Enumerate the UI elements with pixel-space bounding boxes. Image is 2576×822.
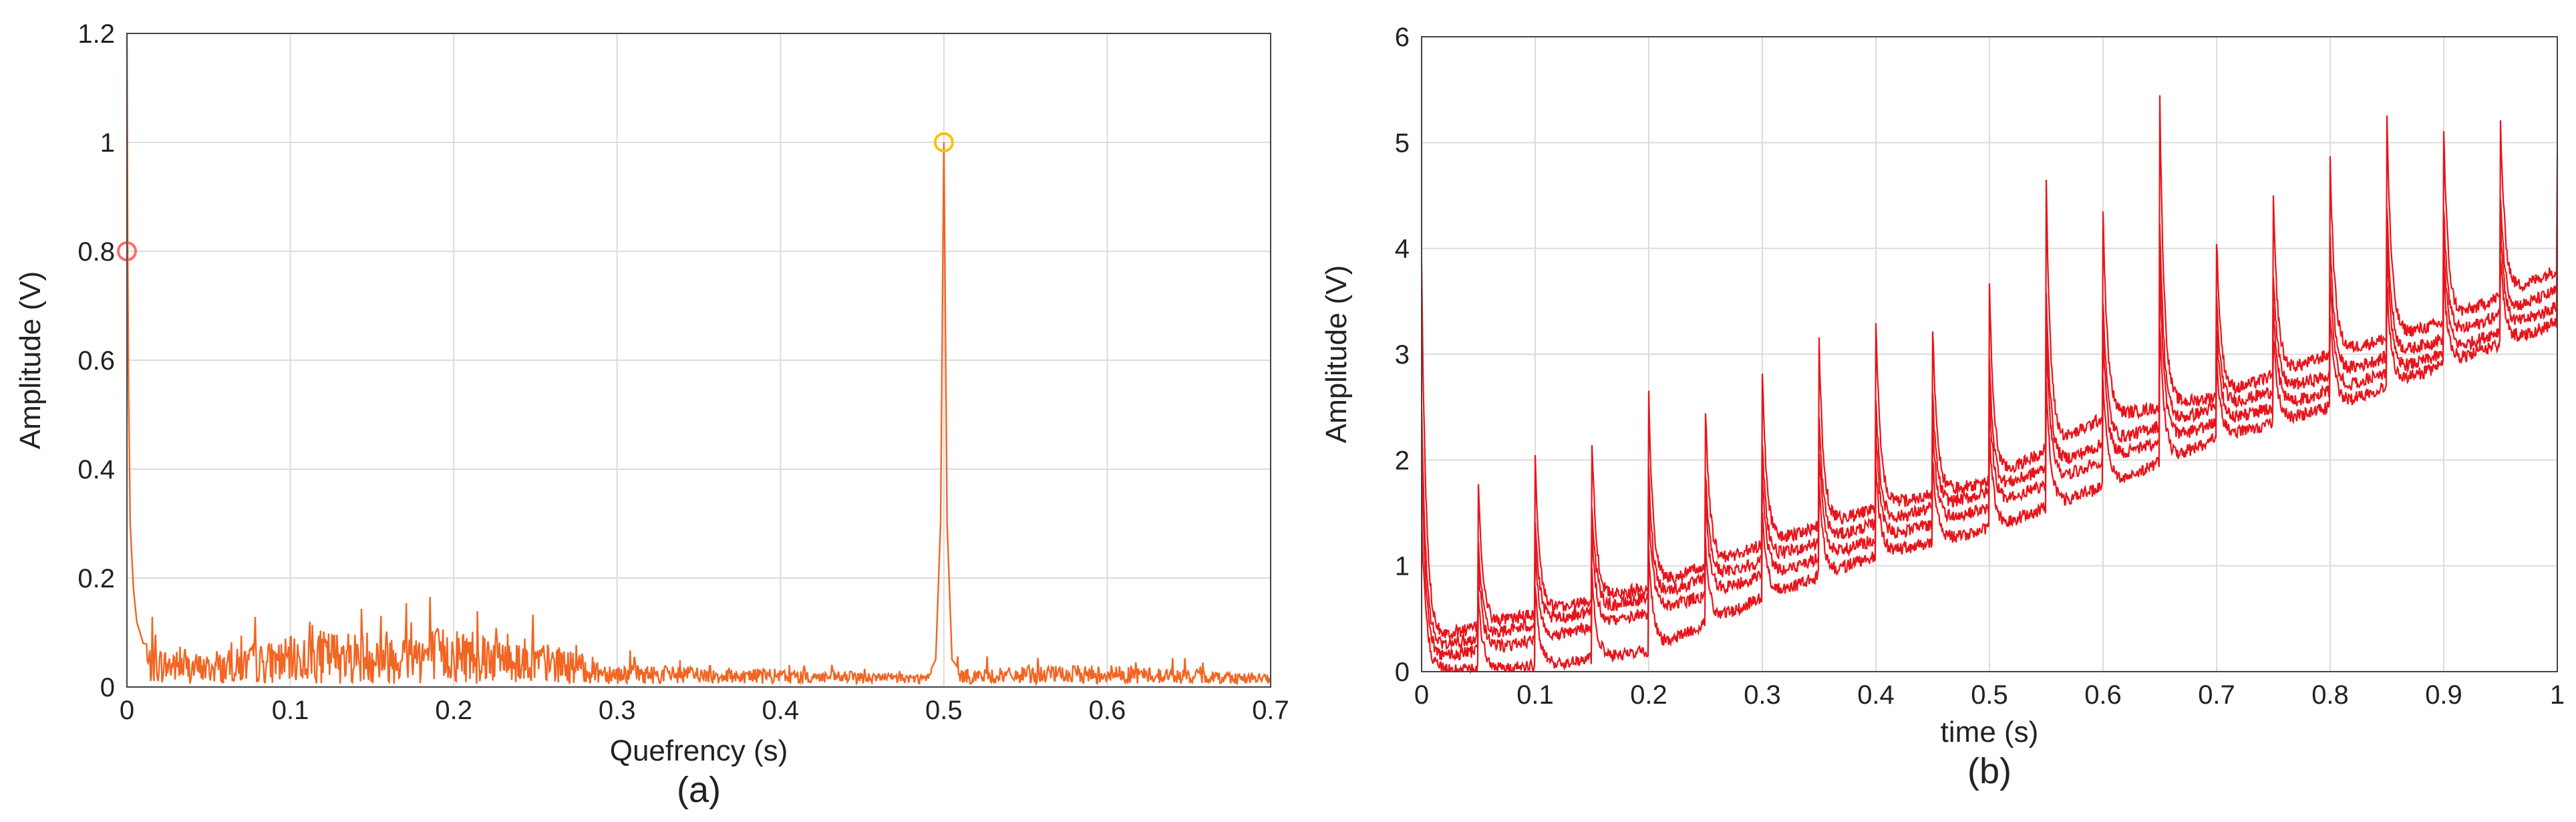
x-tick-label: 0 <box>120 696 134 725</box>
x-tick-label: 0.7 <box>1252 696 1289 725</box>
y-tick-label: 1 <box>1395 552 1410 581</box>
panel-b-label: (b) <box>1967 751 2011 791</box>
x-tick-label: 0.6 <box>1089 696 1126 725</box>
chart-a-y-ticks: 0 0.2 0.4 0.6 0.8 1 1.2 <box>77 19 115 702</box>
peak-marker <box>933 132 954 152</box>
chart-a-frame <box>126 33 1271 688</box>
y-tick-label: 0 <box>1395 658 1410 687</box>
chart-b-ylabel: Amplitude (V) <box>1320 265 1353 444</box>
y-tick-label: 2 <box>1395 446 1410 475</box>
series-line <box>1420 198 2559 650</box>
x-tick-label: 1 <box>2550 680 2565 710</box>
chart-a-xlabel: Quefrency (s) <box>610 734 788 767</box>
x-tick-label: 0.7 <box>2198 680 2235 710</box>
series-line <box>1420 256 2559 674</box>
x-tick-label: 0.4 <box>1857 680 1895 710</box>
y-tick-label: 0.8 <box>77 237 115 267</box>
series-line <box>126 33 1272 687</box>
chart-b-x-ticks: 0 0.1 0.2 0.3 0.4 0.5 0.6 0.7 0.8 0.9 1 <box>1414 680 2565 710</box>
x-tick-label: 0.5 <box>925 696 963 725</box>
x-tick-label: 0.3 <box>1744 680 1781 710</box>
x-tick-label: 0.4 <box>762 696 799 725</box>
chart-a-x-ticks: 0 0.1 0.2 0.3 0.4 0.5 0.6 0.7 <box>120 696 1289 725</box>
y-tick-label: 1 <box>100 128 115 158</box>
chart-b-y-ticks: 0 1 2 3 4 5 6 <box>1395 23 1410 687</box>
y-tick-label: 3 <box>1395 340 1410 370</box>
x-tick-label: 0 <box>1414 680 1429 710</box>
y-tick-label: 0.6 <box>77 346 115 376</box>
series-line <box>1420 223 2559 661</box>
y-tick-label: 6 <box>1395 23 1410 52</box>
chart-a: 0 0.1 0.2 0.3 0.4 0.5 0.6 0.7 0 0.2 0.4 0.6 0.8 1 1.2… <box>14 19 1289 810</box>
series-line <box>1420 95 2559 641</box>
y-tick-label: 0.4 <box>77 455 115 485</box>
chart-a-series <box>126 33 1272 687</box>
chart-b-frame <box>1421 36 2558 672</box>
y-tick-label: 0.2 <box>77 564 115 593</box>
x-tick-label: 0.8 <box>2311 680 2349 710</box>
y-tick-label: 1.2 <box>77 19 115 49</box>
chart-b-xlabel: time (s) <box>1941 716 2039 748</box>
x-tick-label: 0.2 <box>435 696 472 725</box>
x-tick-label: 0.5 <box>1971 680 2008 710</box>
panel-a-label: (a) <box>677 770 721 810</box>
x-tick-label: 0.1 <box>1516 680 1554 710</box>
x-tick-label: 0.9 <box>2425 680 2462 710</box>
x-tick-label: 0.1 <box>272 696 309 725</box>
y-tick-label: 5 <box>1395 128 1410 158</box>
chart-a-ylabel: Amplitude (V) <box>14 271 47 450</box>
chart-b-series <box>1420 95 2559 674</box>
x-tick-label: 0.6 <box>2084 680 2122 710</box>
x-tick-label: 0.2 <box>1630 680 1667 710</box>
chart-b: 0 0.1 0.2 0.3 0.4 0.5 0.6 0.7 0.8 0.9 1 0 1 2 3 4 5 6 ti… <box>1320 23 2565 791</box>
y-tick-label: 0 <box>100 673 115 702</box>
x-tick-label: 0.3 <box>599 696 636 725</box>
y-tick-label: 4 <box>1395 235 1410 264</box>
